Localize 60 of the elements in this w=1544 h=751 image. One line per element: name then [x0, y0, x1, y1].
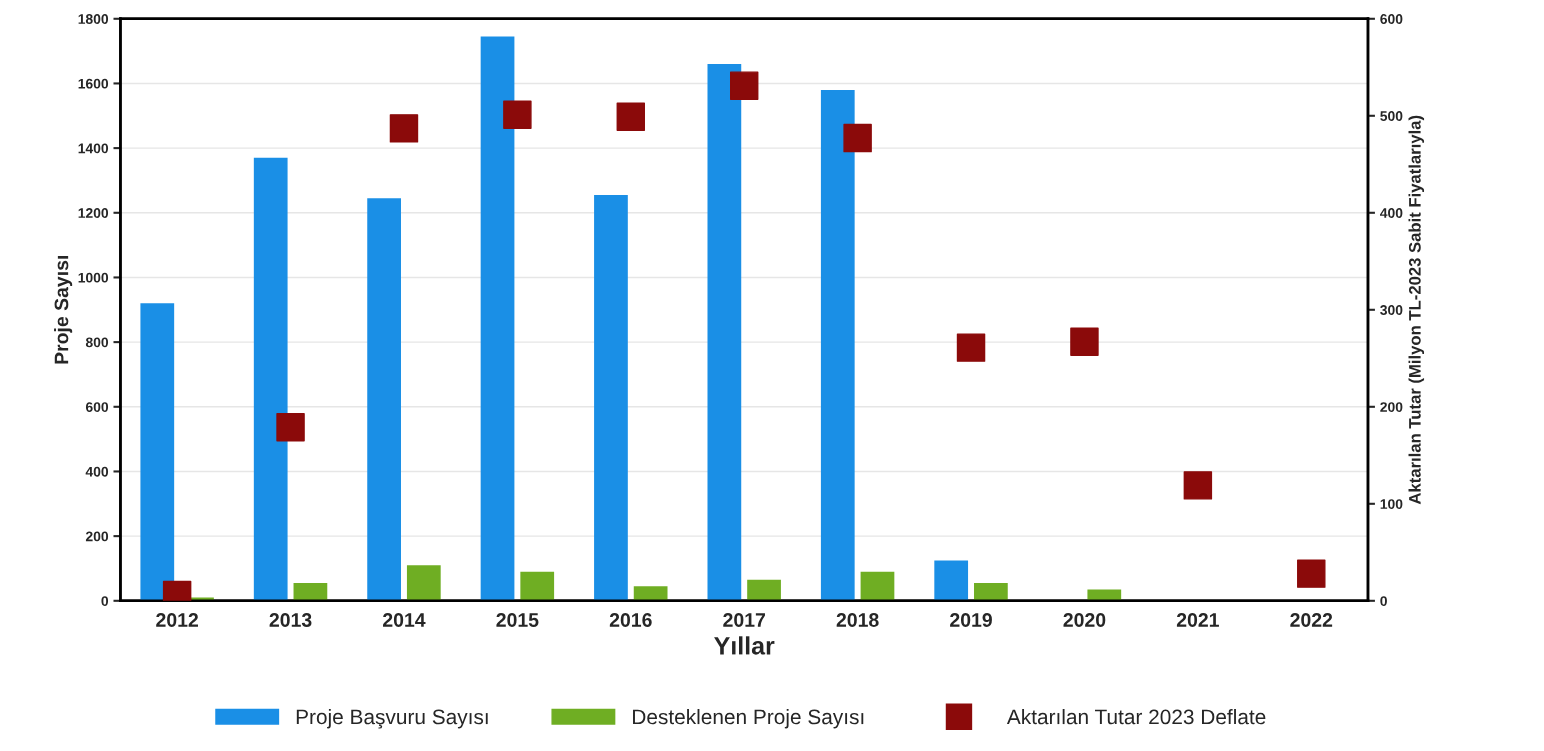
legend-label: Aktarılan Tutar 2023 Deflate: [1006, 708, 1266, 725]
bar: [140, 303, 175, 601]
bar: [934, 560, 969, 601]
point: [1070, 327, 1099, 357]
bar: [367, 198, 401, 601]
bar: [1087, 589, 1122, 601]
bar: [974, 583, 1008, 601]
y-tick-label: 600: [85, 402, 109, 412]
y2-tick-label: 600: [1380, 14, 1403, 24]
x-tick-label: 2021: [1176, 613, 1219, 627]
y2-tick-label: 300: [1380, 305, 1403, 315]
x-tick-label: 2020: [1063, 613, 1106, 627]
x-tick-label: 2018: [836, 613, 879, 627]
bar: [820, 89, 855, 601]
bar: [707, 64, 742, 601]
y-tick-label: 1200: [78, 208, 109, 218]
bar: [860, 571, 895, 601]
x-tick-label: 2014: [383, 613, 426, 627]
bar: [253, 157, 288, 601]
bar: [520, 571, 555, 601]
y2-tick-label: 100: [1380, 499, 1403, 509]
y2-tick-label: 500: [1380, 111, 1403, 121]
x-tick-label: 2022: [1290, 613, 1333, 627]
bar: [633, 586, 668, 601]
bar: [406, 565, 441, 601]
point: [956, 333, 986, 362]
point: [503, 100, 532, 130]
point: [276, 412, 305, 442]
y2-tick-label: 200: [1380, 402, 1403, 412]
point: [1183, 471, 1213, 500]
x-axis-title: Yıllar: [714, 636, 775, 655]
bar: [293, 583, 328, 601]
y-tick-label: 200: [85, 531, 109, 542]
bar: [480, 36, 515, 601]
legend-label: Proje Başvuru Sayısı: [296, 708, 488, 729]
point: [843, 123, 872, 153]
y-tick-label: 0: [101, 596, 109, 606]
x-tick-label: 2019: [950, 613, 992, 627]
y-tick-label: 800: [85, 337, 109, 348]
x-tick-label: 2013: [269, 613, 312, 627]
y2-tick-label: 0: [1380, 596, 1387, 606]
bar: [594, 195, 628, 601]
y-tick-label: 1800: [78, 14, 109, 24]
y-tick-label: 1400: [78, 143, 109, 154]
x-tick-label: 2015: [496, 613, 539, 627]
point: [1297, 559, 1326, 588]
point: [729, 71, 759, 100]
y-tick-label: 1000: [78, 272, 109, 283]
y2-tick-label: 400: [1380, 208, 1403, 218]
x-tick-label: 2017: [723, 613, 765, 627]
x-tick-label: 2012: [156, 613, 198, 627]
y-tick-label: 1600: [78, 78, 109, 89]
y-axis-title: Proje Sayısı: [54, 256, 73, 364]
point: [616, 102, 646, 131]
legend-label: Desteklenen Proje Sayısı: [633, 708, 864, 729]
point: [389, 114, 419, 143]
bar: [747, 579, 781, 601]
y2-axis-title: Aktarılan Tutar (Milyon TL-2023 Sabit Fiyatlarıyla): [1408, 115, 1425, 505]
x-tick-label: 2016: [609, 613, 652, 627]
y-tick-label: 400: [85, 466, 109, 477]
